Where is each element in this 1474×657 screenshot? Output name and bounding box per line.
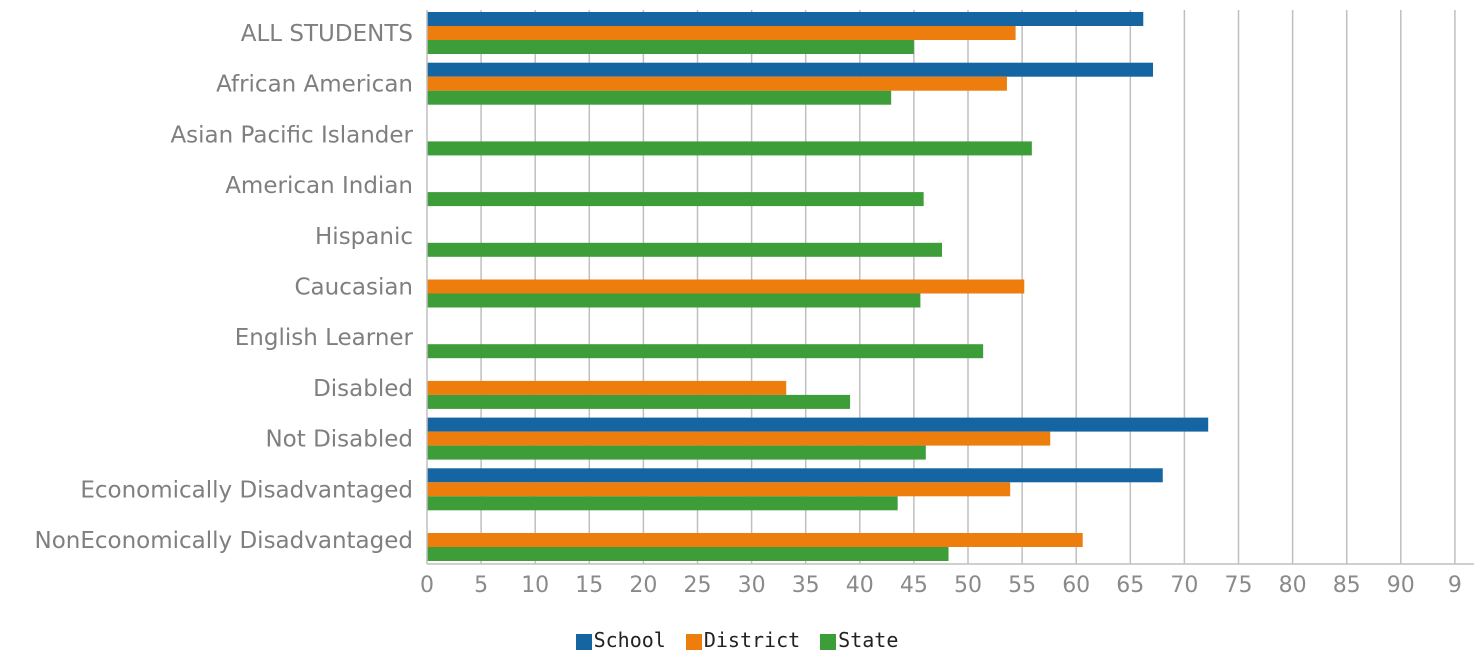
bar-district — [427, 533, 1083, 547]
legend-swatch-school — [575, 634, 592, 650]
legend-swatch-district — [685, 634, 702, 650]
legend-item-district: District — [685, 628, 801, 652]
bar-state — [427, 242, 943, 257]
legend-label-school: School — [593, 628, 666, 652]
x-axis: 0 5 10 15 20 25 30 35 40 45 50 55 60 65 70 75 80 85 90 9 — [420, 10, 1474, 598]
bar-district — [427, 76, 1007, 91]
x-tick-label: 25 — [684, 573, 712, 598]
category-label: Caucasian — [294, 275, 413, 301]
bar-district — [427, 26, 1016, 40]
x-tick-label: 0 — [420, 573, 434, 598]
bar-school — [427, 417, 1209, 432]
legend-label-district: District — [703, 628, 801, 652]
bar-state — [427, 90, 892, 105]
x-tick-label: 80 — [1279, 573, 1307, 598]
category-label: English Learner — [235, 325, 414, 351]
bar-school — [427, 62, 1154, 77]
category-labels: ALL STUDENTS African American Asian Pacifi… — [34, 21, 413, 554]
bar-state — [427, 445, 926, 460]
category-label: Economically Disadvantaged — [80, 477, 413, 503]
bar-district — [427, 431, 1051, 446]
bar-district — [427, 380, 787, 395]
category-label: Asian Pacific Islander — [170, 122, 413, 148]
x-tick-label: 35 — [792, 573, 820, 598]
x-tick-label: 9 — [1448, 573, 1462, 598]
legend: School District State — [0, 628, 1474, 652]
x-tick-label: 40 — [846, 573, 874, 598]
x-tick-label: 85 — [1333, 573, 1361, 598]
legend-item-school: School — [575, 628, 666, 652]
x-tick-label: 30 — [738, 573, 766, 598]
legend-label-state: State — [838, 628, 899, 652]
bar-school — [427, 12, 1144, 26]
x-tick-label: 5 — [474, 573, 488, 598]
bar-state — [427, 293, 921, 308]
bar-state — [427, 547, 949, 561]
bar-state — [427, 192, 924, 207]
bar-state — [427, 344, 984, 359]
bar-school — [427, 468, 1163, 483]
bar-state — [427, 141, 1032, 156]
legend-item-state: State — [820, 628, 898, 652]
x-tick-label: 50 — [954, 573, 982, 598]
x-tick-label: 60 — [1062, 573, 1090, 598]
bar-state — [427, 496, 898, 511]
x-tick-label: 65 — [1116, 573, 1144, 598]
category-label: Not Disabled — [265, 427, 413, 453]
bar-district — [427, 279, 1025, 294]
category-label: Hispanic — [315, 224, 413, 250]
x-tick-label: 70 — [1170, 573, 1198, 598]
x-tick-label: 20 — [629, 573, 657, 598]
x-tick-label: 55 — [1008, 573, 1036, 598]
category-label: ALL STUDENTS — [241, 21, 413, 47]
bar-district — [427, 482, 1011, 497]
category-label: Disabled — [313, 376, 413, 402]
x-tick-label: 10 — [521, 573, 549, 598]
x-tick-label: 45 — [900, 573, 928, 598]
x-tick-label: 15 — [575, 573, 603, 598]
bar-state — [427, 394, 851, 409]
bars — [427, 12, 1209, 561]
category-label: American Indian — [225, 173, 413, 199]
bar-state — [427, 40, 914, 54]
category-label: African American — [216, 72, 413, 98]
category-label: NonEconomically Disadvantaged — [34, 528, 413, 554]
x-tick-label: 75 — [1225, 573, 1253, 598]
legend-swatch-state — [820, 634, 837, 650]
x-tick-label: 90 — [1387, 573, 1415, 598]
